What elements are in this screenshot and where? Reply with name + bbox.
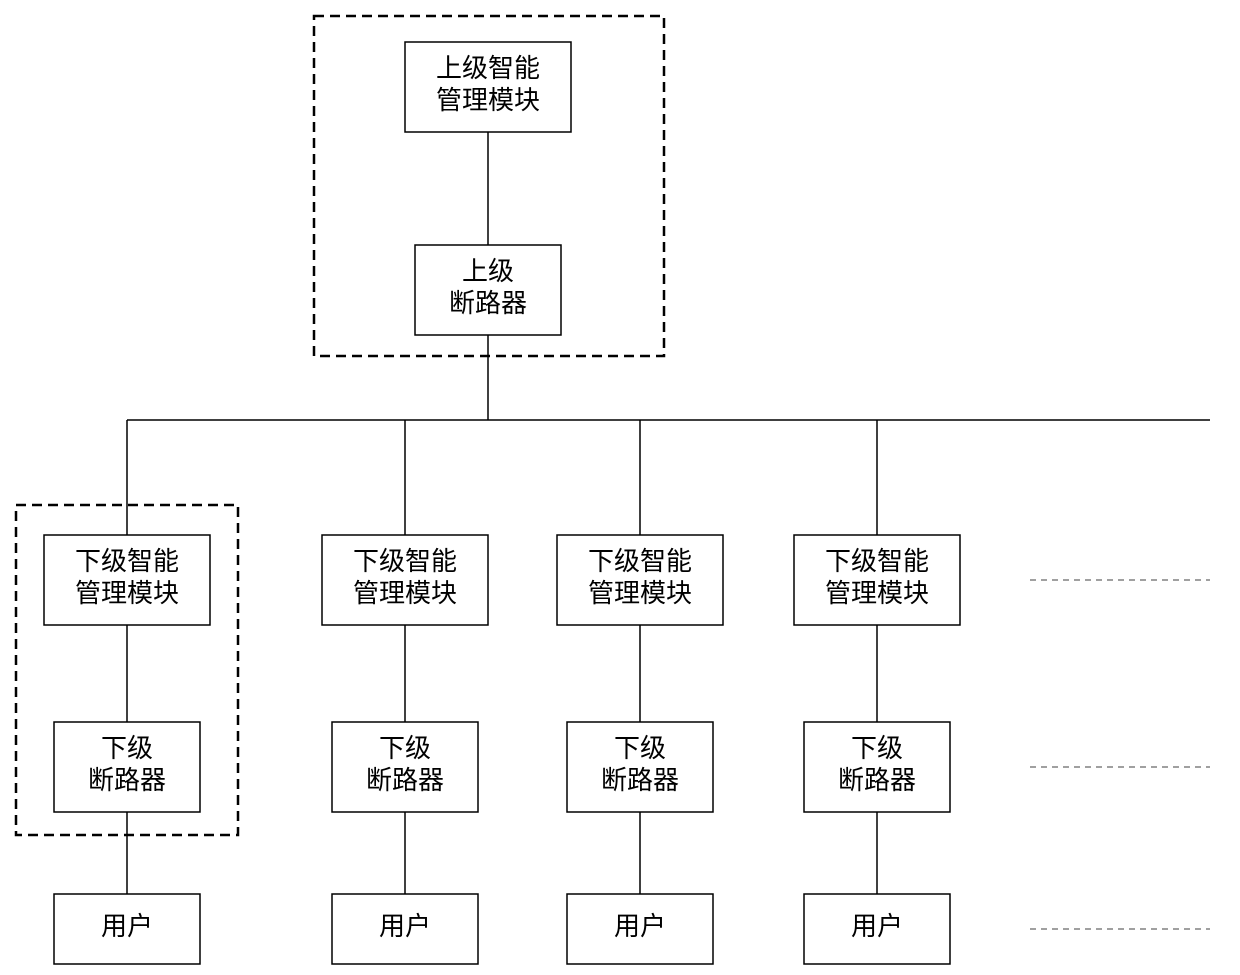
- node-upper_mgmt: 上级智能管理模块: [405, 42, 571, 132]
- node-lower_brk_3: 下级断路器: [567, 722, 713, 812]
- node-label-lower_mgmt_4-line1: 管理模块: [825, 579, 929, 608]
- node-lower_mgmt_4: 下级智能管理模块: [794, 535, 960, 625]
- node-label-lower_mgmt_3-line1: 管理模块: [588, 579, 692, 608]
- node-lower_brk_2: 下级断路器: [332, 722, 478, 812]
- node-label-user_2-line0: 用户: [379, 912, 431, 941]
- node-lower_brk_4: 下级断路器: [804, 722, 950, 812]
- node-label-user_1-line0: 用户: [101, 912, 153, 941]
- node-label-lower_brk_3-line0: 下级: [614, 734, 666, 763]
- hierarchy-diagram: 上级智能管理模块上级断路器下级智能管理模块下级智能管理模块下级智能管理模块下级智…: [0, 0, 1240, 975]
- node-label-upper_mgmt-line1: 管理模块: [436, 86, 540, 115]
- node-label-lower_brk_4-line1: 断路器: [838, 766, 916, 795]
- node-user_2: 用户: [332, 894, 478, 964]
- node-label-lower_brk_3-line1: 断路器: [601, 766, 679, 795]
- node-label-user_4-line0: 用户: [851, 912, 903, 941]
- node-lower_brk_1: 下级断路器: [54, 722, 200, 812]
- node-lower_mgmt_1: 下级智能管理模块: [44, 535, 210, 625]
- node-lower_mgmt_3: 下级智能管理模块: [557, 535, 723, 625]
- node-label-lower_brk_2-line0: 下级: [379, 734, 431, 763]
- node-label-lower_brk_2-line1: 断路器: [366, 766, 444, 795]
- node-user_1: 用户: [54, 894, 200, 964]
- node-upper_breaker: 上级断路器: [415, 245, 561, 335]
- node-label-lower_mgmt_2-line1: 管理模块: [353, 579, 457, 608]
- node-label-lower_mgmt_4-line0: 下级智能: [825, 547, 929, 576]
- node-label-lower_mgmt_1-line0: 下级智能: [75, 547, 179, 576]
- node-user_3: 用户: [567, 894, 713, 964]
- node-label-lower_brk_1-line1: 断路器: [88, 766, 166, 795]
- node-label-lower_mgmt_1-line1: 管理模块: [75, 579, 179, 608]
- node-label-lower_mgmt_2-line0: 下级智能: [353, 547, 457, 576]
- node-label-user_3-line0: 用户: [614, 912, 666, 941]
- node-user_4: 用户: [804, 894, 950, 964]
- node-label-lower_mgmt_3-line0: 下级智能: [588, 547, 692, 576]
- node-label-upper_mgmt-line0: 上级智能: [436, 54, 540, 83]
- node-lower_mgmt_2: 下级智能管理模块: [322, 535, 488, 625]
- node-label-lower_brk_1-line0: 下级: [101, 734, 153, 763]
- node-label-upper_breaker-line1: 断路器: [449, 289, 527, 318]
- node-label-upper_breaker-line0: 上级: [462, 257, 514, 286]
- node-label-lower_brk_4-line0: 下级: [851, 734, 903, 763]
